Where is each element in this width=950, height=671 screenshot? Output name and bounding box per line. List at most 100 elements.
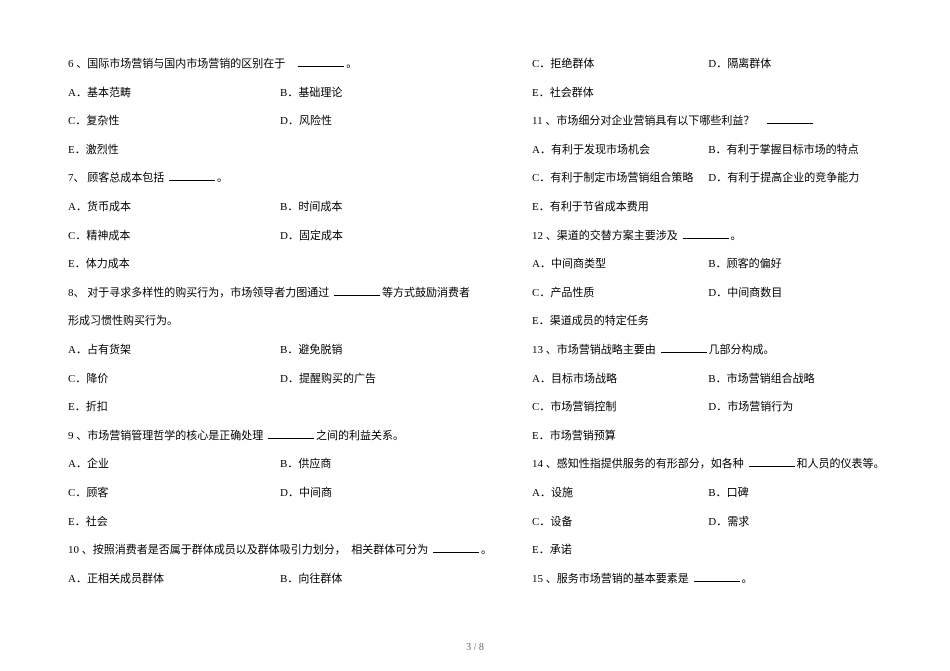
q11-e: E．有利于节省成本费用	[532, 193, 885, 222]
q13-c: C．市场营销控制	[532, 393, 708, 422]
q9-opts-ab: A．企业B．供应商	[68, 450, 492, 479]
q7-opts-cd: C．精神成本D．固定成本	[68, 222, 492, 251]
q7-c: C．精神成本	[68, 222, 280, 251]
blank	[767, 114, 813, 124]
q13-opts-cd: C．市场营销控制D．市场营销行为	[532, 393, 885, 422]
q8-stem-pre: 8、 对于寻求多样性的购买行为，市场领导者力图通过	[68, 287, 329, 299]
q8-opts-ab: A．占有货架B．避免脱销	[68, 336, 492, 365]
q13-e: E．市场营销预算	[532, 422, 885, 451]
q7-stem: 7、 顾客总成本包括 。	[68, 164, 492, 193]
q10-opts-cd: C．拒绝群体D．隔离群体	[532, 50, 885, 79]
blank	[683, 229, 729, 239]
q15-stem: 15 、服务市场营销的基本要素是 。	[532, 565, 885, 594]
blank	[433, 543, 479, 553]
q10-b: B．向往群体	[280, 565, 492, 594]
q10-d: D．隔离群体	[708, 50, 884, 79]
q13-stem-post: 几部分构成。	[709, 344, 775, 356]
q7-d: D．固定成本	[280, 222, 492, 251]
q9-stem: 9 、市场营销管理哲学的核心是正确处理 之间的利益关系。	[68, 422, 492, 451]
q6-d: D．风险性	[280, 107, 492, 136]
q14-opts-ab: A．设施B．口碑	[532, 479, 885, 508]
q6-stem-post: 。	[346, 58, 357, 70]
q14-stem-pre: 14 、感知性指提供服务的有形部分，如各种	[532, 458, 744, 470]
q13-b: B．市场营销组合战略	[708, 365, 884, 394]
q7-a: A．货币成本	[68, 193, 280, 222]
q7-b: B．时间成本	[280, 193, 492, 222]
q12-opts-cd: C．产品性质D．中间商数目	[532, 279, 885, 308]
q6-c: C．复杂性	[68, 107, 280, 136]
q6-a: A．基本范畴	[68, 79, 280, 108]
q9-b: B．供应商	[280, 450, 492, 479]
q8-a: A．占有货架	[68, 336, 280, 365]
q13-d: D．市场营销行为	[708, 393, 884, 422]
q14-a: A．设施	[532, 479, 708, 508]
q8-stem-post: 等方式鼓励消费者	[382, 287, 470, 299]
blank	[749, 457, 795, 467]
q14-b: B．口碑	[708, 479, 884, 508]
q9-opts-cd: C．顾客D．中间商	[68, 479, 492, 508]
q14-e: E．承诺	[532, 536, 885, 565]
q11-opts-ab: A．有利于发现市场机会B．有利于掌握目标市场的特点	[532, 136, 885, 165]
q7-stem-post: 。	[217, 172, 228, 184]
q14-stem: 14 、感知性指提供服务的有形部分，如各种 和人员的仪表等。	[532, 450, 885, 479]
q8-stem1: 8、 对于寻求多样性的购买行为，市场领导者力图通过 等方式鼓励消费者	[68, 279, 492, 308]
q15-stem-post: 。	[742, 573, 753, 585]
q13-a: A．目标市场战略	[532, 365, 708, 394]
page-footer: 3 / 8	[0, 642, 950, 653]
q10-e: E．社会群体	[532, 79, 885, 108]
left-column: 6 、国际市场营销与国内市场营销的区别在于 。 A．基本范畴B．基础理论 C．复…	[68, 50, 492, 610]
q12-stem-post: 。	[731, 230, 742, 242]
q9-stem-pre: 9 、市场营销管理哲学的核心是正确处理	[68, 430, 263, 442]
q13-opts-ab: A．目标市场战略B．市场营销组合战略	[532, 365, 885, 394]
q12-c: C．产品性质	[532, 279, 708, 308]
q8-e: E．折扣	[68, 393, 492, 422]
q8-d: D．提醒购买的广告	[280, 365, 492, 394]
q10-stem: 10 、按照消费者是否属于群体成员以及群体吸引力划分， 相关群体可分为 。	[68, 536, 492, 565]
q9-c: C．顾客	[68, 479, 280, 508]
q11-a: A．有利于发现市场机会	[532, 136, 708, 165]
q6-opts-ab: A．基本范畴B．基础理论	[68, 79, 492, 108]
q12-opts-ab: A．中间商类型B．顾客的偏好	[532, 250, 885, 279]
q7-opts-ab: A．货币成本B．时间成本	[68, 193, 492, 222]
q12-e: E．渠道成员的特定任务	[532, 307, 885, 336]
q9-d: D．中间商	[280, 479, 492, 508]
q10-a: A．正相关成员群体	[68, 565, 280, 594]
q10-c: C．拒绝群体	[532, 50, 708, 79]
right-column: C．拒绝群体D．隔离群体 E．社会群体 11 、市场细分对企业营销具有以下哪些利…	[532, 50, 885, 610]
q12-stem-pre: 12 、渠道的交替方案主要涉及	[532, 230, 678, 242]
two-column-layout: 6 、国际市场营销与国内市场营销的区别在于 。 A．基本范畴B．基础理论 C．复…	[68, 50, 882, 610]
q6-stem-pre: 6 、国际市场营销与国内市场营销的区别在于	[68, 58, 285, 70]
q15-stem-pre: 15 、服务市场营销的基本要素是	[532, 573, 689, 585]
q14-c: C．设备	[532, 508, 708, 537]
q12-stem: 12 、渠道的交替方案主要涉及 。	[532, 222, 885, 251]
q7-e: E．体力成本	[68, 250, 492, 279]
q8-opts-cd: C．降价D．提醒购买的广告	[68, 365, 492, 394]
q9-stem-post: 之间的利益关系。	[316, 430, 404, 442]
q8-b: B．避免脱销	[280, 336, 492, 365]
q10-opts-ab: A．正相关成员群体B．向往群体	[68, 565, 492, 594]
q13-stem-pre: 13 、市场营销战略主要由	[532, 344, 656, 356]
q6-e: E．激烈性	[68, 136, 492, 165]
blank	[334, 286, 380, 296]
blank	[169, 171, 215, 181]
q9-e: E．社会	[68, 508, 492, 537]
blank	[268, 429, 314, 439]
q11-d: D．有利于提高企业的竞争能力	[708, 164, 884, 193]
q11-stem: 11 、市场细分对企业营销具有以下哪些利益？	[532, 107, 885, 136]
q10-stem-post: 。	[481, 544, 492, 556]
q6-b: B．基础理论	[280, 79, 492, 108]
blank	[661, 343, 707, 353]
q11-c: C．有利于制定市场营销组合策略	[532, 164, 708, 193]
q12-a: A．中间商类型	[532, 250, 708, 279]
q6-stem: 6 、国际市场营销与国内市场营销的区别在于 。	[68, 50, 492, 79]
q14-opts-cd: C．设备D．需求	[532, 508, 885, 537]
q14-d: D．需求	[708, 508, 884, 537]
blank	[694, 572, 740, 582]
q12-b: B．顾客的偏好	[708, 250, 884, 279]
q12-d: D．中间商数目	[708, 279, 884, 308]
q13-stem: 13 、市场营销战略主要由 几部分构成。	[532, 336, 885, 365]
q11-stem-pre: 11 、市场细分对企业营销具有以下哪些利益？	[532, 115, 754, 127]
q11-b: B．有利于掌握目标市场的特点	[708, 136, 884, 165]
q14-stem-post: 和人员的仪表等。	[797, 458, 885, 470]
q6-opts-cd: C．复杂性D．风险性	[68, 107, 492, 136]
